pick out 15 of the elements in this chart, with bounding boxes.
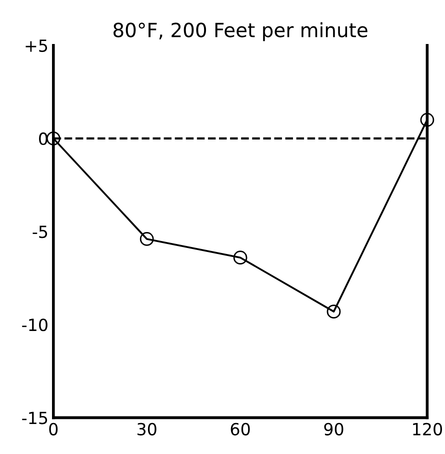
point bbox=[326, 304, 341, 319]
x-tick-label: 60 bbox=[230, 422, 250, 436]
point bbox=[46, 132, 60, 146]
y-tick-label: -10 bbox=[22, 318, 48, 332]
point bbox=[140, 232, 154, 246]
x-tick-label: 0 bbox=[49, 422, 58, 436]
x-tick-label: 120 bbox=[413, 422, 442, 436]
chart-title: 80°F, 200 Feet per minute bbox=[114, 22, 368, 42]
y-tick-label: -15 bbox=[22, 412, 48, 424]
y-tick-label: -5 bbox=[32, 226, 48, 238]
point bbox=[420, 112, 434, 127]
point bbox=[233, 250, 248, 265]
x-tick-label: 30 bbox=[138, 422, 156, 436]
y-tick-label: +5 bbox=[26, 40, 48, 52]
x-tick-label: 90 bbox=[324, 422, 344, 436]
